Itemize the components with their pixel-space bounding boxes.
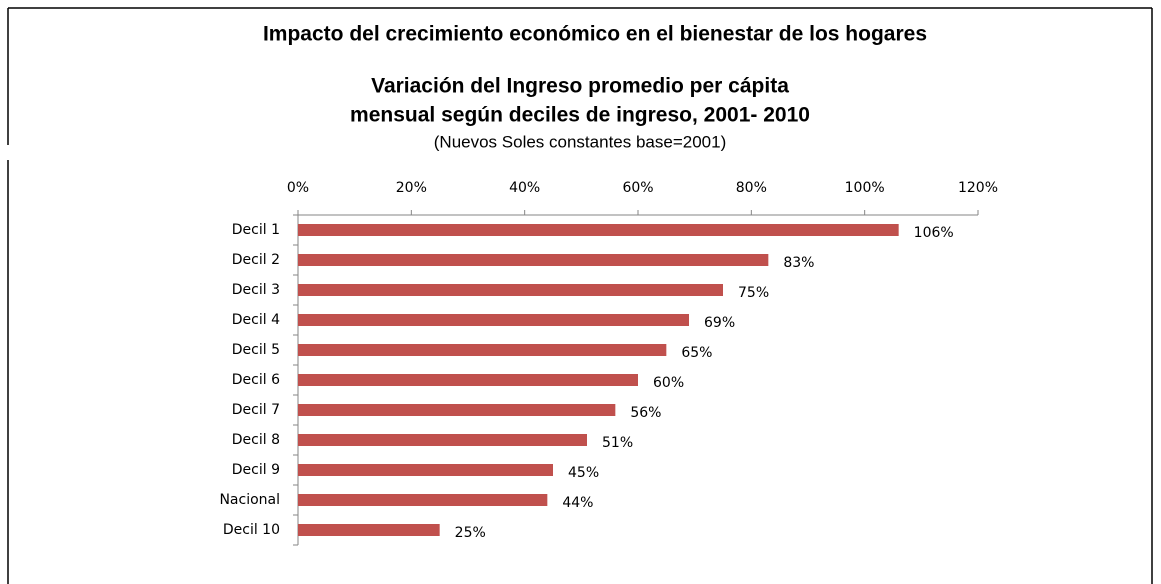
bar — [298, 254, 769, 266]
x-tick-label: 120% — [958, 180, 998, 196]
chart-title: mensual según deciles de ingreso, 2001- … — [350, 104, 810, 127]
data-label: 56% — [630, 405, 661, 421]
x-tick-label: 60% — [622, 180, 653, 196]
y-tick-label: Nacional — [219, 492, 280, 508]
x-tick-label: 100% — [845, 180, 885, 196]
data-label: 69% — [704, 315, 735, 331]
y-tick-label: Decil 8 — [232, 432, 280, 448]
x-tick-label: 40% — [509, 180, 540, 196]
x-tick-label: 20% — [396, 180, 427, 196]
data-label: 65% — [681, 345, 712, 361]
data-label: 45% — [568, 465, 599, 481]
data-label: 51% — [602, 435, 633, 451]
bar — [298, 344, 667, 356]
data-label: 60% — [653, 375, 684, 391]
x-tick-label: 0% — [287, 180, 309, 196]
x-tick-label: 80% — [736, 180, 767, 196]
bar — [298, 494, 548, 506]
y-tick-label: Decil 4 — [232, 312, 280, 328]
y-tick-label: Decil 9 — [232, 462, 280, 478]
data-label: 75% — [738, 285, 769, 301]
header: Impacto del crecimiento económico en el … — [263, 23, 927, 46]
chart-title: Variación del Ingreso promedio per cápit… — [371, 75, 789, 98]
bar — [298, 314, 689, 326]
data-label: 25% — [455, 525, 486, 541]
bar — [298, 434, 587, 446]
y-tick-label: Decil 2 — [232, 252, 280, 268]
data-label: 44% — [562, 495, 593, 511]
chart-subtitle: (Nuevos Soles constantes base=2001) — [434, 132, 727, 151]
data-label: 83% — [783, 255, 814, 271]
bar — [298, 224, 899, 236]
y-tick-label: Decil 10 — [223, 522, 280, 538]
y-tick-label: Decil 1 — [232, 222, 280, 238]
y-tick-label: Decil 7 — [232, 402, 280, 418]
bar — [298, 374, 638, 386]
y-tick-label: Decil 6 — [232, 372, 280, 388]
data-label: 106% — [914, 225, 954, 241]
y-tick-label: Decil 3 — [232, 282, 280, 298]
bar — [298, 404, 616, 416]
y-tick-label: Decil 5 — [232, 342, 280, 358]
bar — [298, 524, 440, 536]
bar — [298, 284, 723, 296]
bar — [298, 464, 553, 476]
